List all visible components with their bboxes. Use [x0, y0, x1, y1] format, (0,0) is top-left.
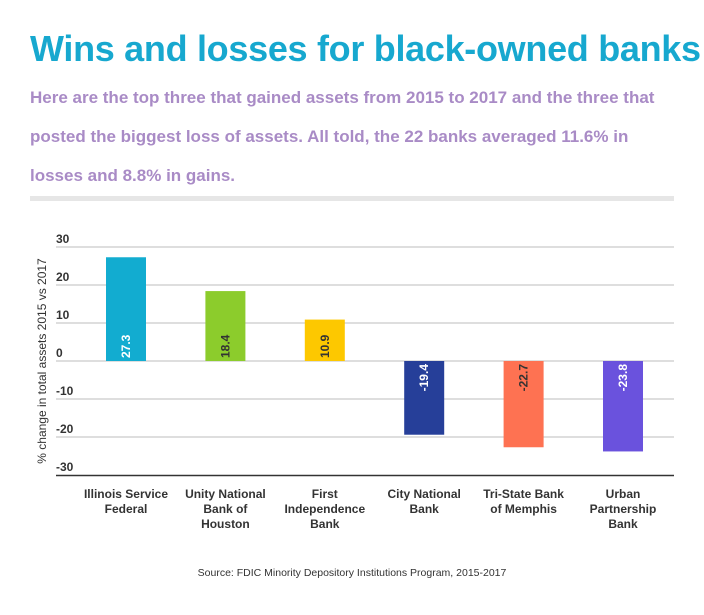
bar: [603, 361, 643, 452]
bar-value-label: 10.9: [318, 334, 332, 358]
header-divider: [30, 196, 674, 201]
bar-value-label: 27.3: [119, 334, 133, 358]
y-tick-label: 0: [56, 346, 63, 360]
y-tick-label: -20: [56, 422, 74, 436]
x-category-label: Illinois Service Federal: [84, 487, 168, 516]
y-tick-label: 10: [56, 308, 70, 322]
bar: [503, 361, 544, 448]
bar: [205, 291, 246, 361]
y-tick-label: -10: [56, 384, 74, 398]
x-category-label: First Independence Bank: [284, 487, 365, 531]
chart-subtitle: Here are the top three that gained asset…: [30, 88, 655, 185]
bar-value-label: 18.4: [218, 334, 232, 358]
bar: [106, 257, 146, 361]
bar: [404, 361, 445, 435]
x-category-label: City National Bank: [388, 487, 461, 516]
x-category-label: Tri-State Bank of Memphis: [483, 487, 564, 516]
bar-value-label: -22.7: [517, 364, 531, 392]
bar-value-label: -23.8: [616, 364, 630, 392]
y-tick-label: 20: [56, 270, 70, 284]
source-note: Source: FDIC Minority Depository Institu…: [197, 567, 507, 579]
y-axis-title: % change in total assets 2015 vs 2017: [35, 258, 49, 464]
y-tick-label: -30: [56, 460, 74, 474]
bar-value-label: -19.4: [417, 364, 431, 392]
bar-chart: 30 20 10 0 -10 -20 -30 % change in total assets…: [35, 232, 674, 531]
bar: [304, 319, 345, 361]
x-category-label: Unity National Bank of Houston: [185, 487, 266, 531]
y-tick-label: 30: [56, 232, 70, 246]
chart-title: Wins and losses for black-owned banks: [30, 28, 701, 69]
x-category-label: Urban Partnership Bank: [590, 487, 657, 531]
